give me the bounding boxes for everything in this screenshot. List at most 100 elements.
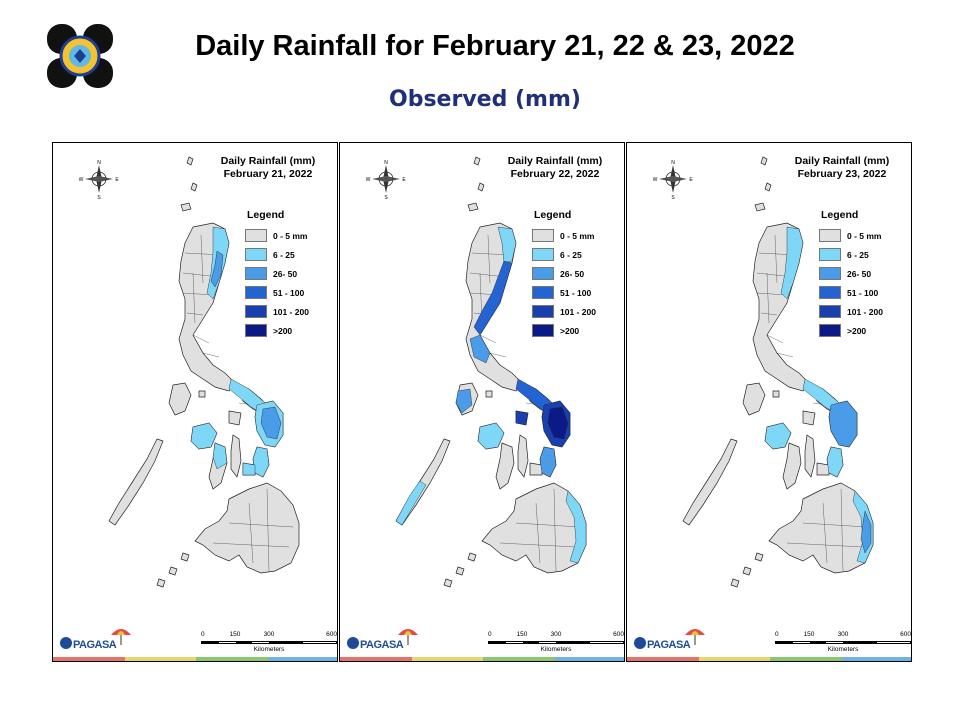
legend-swatch — [532, 305, 554, 318]
legend-swatch — [245, 305, 267, 318]
land-marinduque — [198, 390, 206, 398]
compass-label-s: S — [671, 195, 675, 199]
land-mindanao — [194, 482, 300, 574]
panel-title-date: February 22, 2022 — [510, 168, 600, 180]
land-babuyan — [180, 202, 192, 212]
legend-item: 51 - 100 — [245, 283, 337, 302]
brand-mark-icon — [347, 637, 359, 649]
scale-ticks: 0 150 300 600 — [488, 631, 624, 641]
legend: Legend 0 - 5 mm 6 - 25 26- 50 51 - 100 101 - … — [245, 209, 337, 340]
land-masbate — [228, 410, 242, 426]
legend-swatch — [819, 286, 841, 299]
scale-bar-line — [488, 641, 624, 644]
rain-area-panay — [190, 422, 218, 450]
province-boundary — [499, 542, 577, 548]
legend-swatch — [245, 248, 267, 261]
compass-label-n: N — [671, 160, 675, 166]
land-marinduque — [485, 390, 493, 398]
pagasa-brand: PAGASA — [631, 621, 711, 659]
province-boundary — [760, 312, 778, 316]
legend-swatch — [819, 324, 841, 337]
legend-swatch — [819, 305, 841, 318]
rain-area-panay — [477, 422, 505, 450]
scale-bar: 0 150 300 600 Kilometers — [201, 631, 337, 653]
legend-label: 0 - 5 mm — [560, 230, 595, 241]
rain-area-bohol — [242, 462, 256, 476]
province-boundary — [200, 234, 204, 284]
panel-title-date: February 23, 2022 — [797, 168, 887, 180]
legend-item: 101 - 200 — [245, 302, 337, 321]
legend-item: >200 — [532, 321, 624, 340]
compass-label-w: W — [366, 177, 371, 183]
province-boundary — [487, 234, 491, 284]
stripe-segment — [627, 657, 699, 661]
land-cebu — [230, 434, 242, 478]
land-batanes2 — [477, 182, 485, 192]
panel-title-line1: Daily Rainfall (mm) — [794, 155, 890, 167]
legend-heading: Legend — [247, 209, 285, 221]
province-boundary — [822, 502, 828, 564]
map-panels: N S E W Daily Rainfall (mm) February 21, 20… — [52, 142, 912, 662]
stripe-segment — [483, 657, 555, 661]
rain-area-ne_luzon_core — [210, 250, 224, 288]
pagasa-brand: PAGASA — [57, 621, 137, 659]
color-stripe — [340, 657, 624, 661]
land-sulu1 — [467, 552, 477, 562]
legend-item: 6 - 25 — [819, 245, 911, 264]
legend-label: 101 - 200 — [560, 306, 596, 317]
province-boundary — [228, 522, 294, 528]
land-sulu3 — [730, 578, 740, 588]
scale-tick-label: 0 — [201, 631, 205, 638]
rain-area-samar — [828, 400, 858, 448]
legend-swatch — [532, 248, 554, 261]
rain-area-panay — [764, 422, 792, 450]
province-boundary — [202, 352, 220, 358]
land-masbate — [802, 410, 816, 426]
rain-area-negros — [212, 442, 228, 470]
compass-ring — [665, 171, 681, 187]
compass-needle-ew — [85, 176, 113, 182]
brand-mark-icon — [634, 637, 646, 649]
province-boundary — [802, 522, 868, 528]
stripe-segment — [411, 657, 483, 661]
compass-label-s: S — [97, 195, 101, 199]
brand-name: PAGASA — [360, 639, 404, 651]
scale-tick-label: 600 — [326, 631, 337, 638]
stripe-segment — [124, 657, 196, 661]
legend-item: 51 - 100 — [819, 283, 911, 302]
scale-tick-label: 600 — [900, 631, 911, 638]
province-boundary — [186, 312, 204, 316]
province-boundary — [766, 272, 770, 324]
legend-label: >200 — [273, 325, 293, 336]
scale-tick-label: 0 — [488, 631, 492, 638]
legend-swatch — [245, 286, 267, 299]
stripe-segment — [554, 657, 624, 661]
legend-item: 0 - 5 mm — [245, 226, 337, 245]
scale-tick-label: 300 — [837, 631, 849, 638]
legend-label: 26- 50 — [847, 268, 872, 279]
legend-label: 51 - 100 — [273, 287, 305, 298]
legend-label: >200 — [560, 325, 580, 336]
legend-swatch — [245, 324, 267, 337]
legend-label: 101 - 200 — [847, 306, 883, 317]
rain-area-ne_luzon — [780, 226, 804, 300]
stripe-segment — [267, 657, 337, 661]
scale-bar: 0 150 300 600 Kilometers — [775, 631, 911, 653]
scale-tick-label: 300 — [263, 631, 275, 638]
province-boundary — [192, 334, 210, 344]
rain-area-leyte — [252, 446, 270, 478]
legend-label: 6 - 25 — [560, 249, 582, 260]
pagasa-brand: PAGASA — [344, 621, 424, 659]
province-boundary — [479, 334, 497, 344]
land-marinduque — [772, 390, 780, 398]
brand-name: PAGASA — [647, 639, 691, 651]
compass-label-e: E — [689, 177, 693, 183]
province-boundary — [776, 352, 794, 358]
land-negros — [782, 442, 802, 490]
compass-rose-icon: N S E W — [366, 159, 407, 201]
legend-heading: Legend — [821, 209, 859, 221]
province-boundary — [248, 502, 254, 564]
rain-area-luzon_west — [469, 334, 491, 364]
legend: Legend 0 - 5 mm 6 - 25 26- 50 51 - 100 101 - … — [819, 209, 911, 340]
land-bohol — [529, 462, 543, 476]
